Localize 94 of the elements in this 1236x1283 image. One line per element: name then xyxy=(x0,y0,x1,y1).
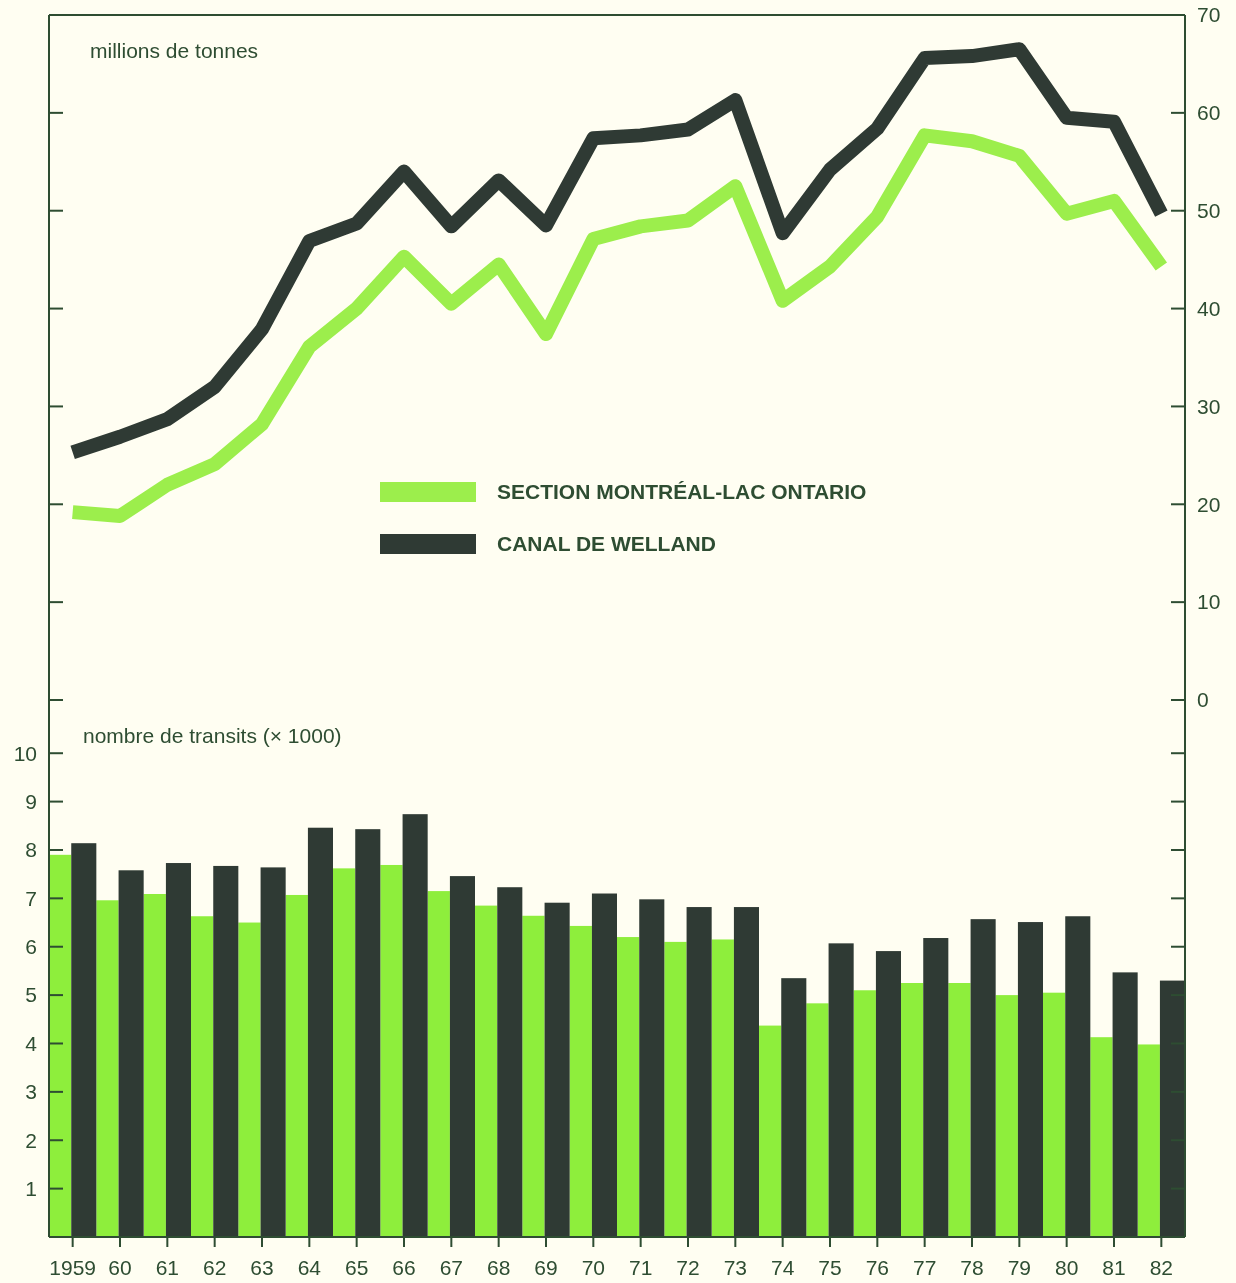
x-tick-label: 1959 xyxy=(49,1256,97,1279)
bar xyxy=(380,864,403,1237)
x-tick-label: 75 xyxy=(818,1256,842,1279)
bar xyxy=(260,867,286,1237)
bar xyxy=(901,983,924,1237)
x-tick-label: 62 xyxy=(202,1256,227,1279)
bar xyxy=(427,891,450,1237)
legend-label: CANAL DE WELLAND xyxy=(497,532,716,556)
y-tick-label: 3 xyxy=(25,1080,37,1104)
bar xyxy=(355,829,381,1237)
bar xyxy=(995,995,1018,1237)
bar xyxy=(333,868,356,1237)
bar xyxy=(759,1025,782,1237)
bar xyxy=(781,978,807,1237)
bar xyxy=(711,939,734,1237)
bar xyxy=(948,983,971,1237)
x-tick-label: 79 xyxy=(1007,1256,1032,1279)
x-tick-label: 78 xyxy=(960,1256,984,1279)
bar xyxy=(1090,1037,1113,1237)
bar xyxy=(96,900,119,1237)
y-axis-title: nombre de transits (× 1000) xyxy=(83,724,342,747)
bar xyxy=(285,894,308,1237)
bar xyxy=(639,899,665,1237)
bar xyxy=(213,865,239,1237)
y-tick-label: 0 xyxy=(1197,688,1209,712)
y-tick-label: 9 xyxy=(25,789,37,813)
y-tick-label: 6 xyxy=(25,935,37,959)
x-tick-label: 66 xyxy=(392,1256,416,1279)
x-tick-label: 77 xyxy=(912,1256,937,1279)
bar xyxy=(1159,980,1185,1237)
bar xyxy=(238,922,261,1237)
x-tick-label: 80 xyxy=(1054,1256,1079,1279)
bar xyxy=(591,893,617,1237)
x-tick-label: 65 xyxy=(344,1256,369,1279)
bar xyxy=(1017,922,1043,1237)
bar xyxy=(402,814,428,1237)
y-tick-label: 40 xyxy=(1197,296,1221,320)
bar xyxy=(143,894,166,1237)
bar xyxy=(853,990,876,1237)
y-tick-label: 2 xyxy=(25,1128,37,1152)
bar xyxy=(1065,916,1091,1237)
y-tick-label: 50 xyxy=(1197,199,1221,223)
x-tick-label: 72 xyxy=(676,1256,700,1279)
x-tick-label: 82 xyxy=(1149,1256,1174,1279)
bar xyxy=(569,925,592,1237)
bar xyxy=(191,916,214,1237)
y-axis-title: millions de tonnes xyxy=(90,39,259,62)
x-tick-label: 60 xyxy=(108,1256,132,1279)
x-tick-label: 67 xyxy=(439,1256,464,1279)
y-tick-label: 10 xyxy=(13,741,37,765)
bar xyxy=(118,870,144,1237)
bar xyxy=(49,854,72,1237)
y-tick-label: 7 xyxy=(25,886,37,910)
x-tick-label: 76 xyxy=(865,1256,890,1279)
y-tick-label: 60 xyxy=(1197,101,1221,125)
x-tick-label: 64 xyxy=(297,1256,322,1279)
x-tick-label: 69 xyxy=(534,1256,558,1279)
x-tick-label: 63 xyxy=(250,1256,274,1279)
y-tick-label: 8 xyxy=(25,838,37,862)
bar xyxy=(806,1003,829,1237)
bar xyxy=(307,827,333,1237)
bar xyxy=(165,863,191,1237)
x-tick-label: 71 xyxy=(628,1256,653,1279)
bar xyxy=(970,919,996,1237)
bar xyxy=(1112,972,1138,1237)
legend-label: SECTION MONTRÉAL-LAC ONTARIO xyxy=(497,480,867,504)
bar xyxy=(522,915,545,1237)
y-tick-label: 30 xyxy=(1197,394,1221,418)
y-tick-label: 20 xyxy=(1197,492,1221,516)
x-tick-label: 81 xyxy=(1102,1256,1126,1279)
x-tick-label: 74 xyxy=(770,1256,795,1279)
x-tick-label: 61 xyxy=(155,1256,180,1279)
x-tick-label: 68 xyxy=(486,1256,511,1279)
y-tick-label: 10 xyxy=(1197,590,1221,614)
y-tick-label: 5 xyxy=(25,983,37,1007)
bar xyxy=(475,905,498,1237)
bar xyxy=(664,941,687,1237)
bar xyxy=(497,887,523,1237)
bar xyxy=(617,937,640,1237)
bar xyxy=(1137,1044,1160,1237)
bar xyxy=(733,907,759,1237)
x-tick-label: 73 xyxy=(723,1256,748,1279)
y-tick-label: 70 xyxy=(1197,3,1221,27)
y-tick-label: 4 xyxy=(25,1031,38,1055)
bar xyxy=(544,902,570,1237)
bar xyxy=(875,951,901,1237)
bar xyxy=(71,843,97,1237)
bar xyxy=(828,943,854,1237)
y-tick-label: 1 xyxy=(25,1176,37,1200)
x-tick-label: 70 xyxy=(581,1256,606,1279)
bar xyxy=(686,907,712,1237)
bar xyxy=(1043,992,1066,1237)
bar xyxy=(923,938,949,1237)
bar xyxy=(449,876,475,1237)
